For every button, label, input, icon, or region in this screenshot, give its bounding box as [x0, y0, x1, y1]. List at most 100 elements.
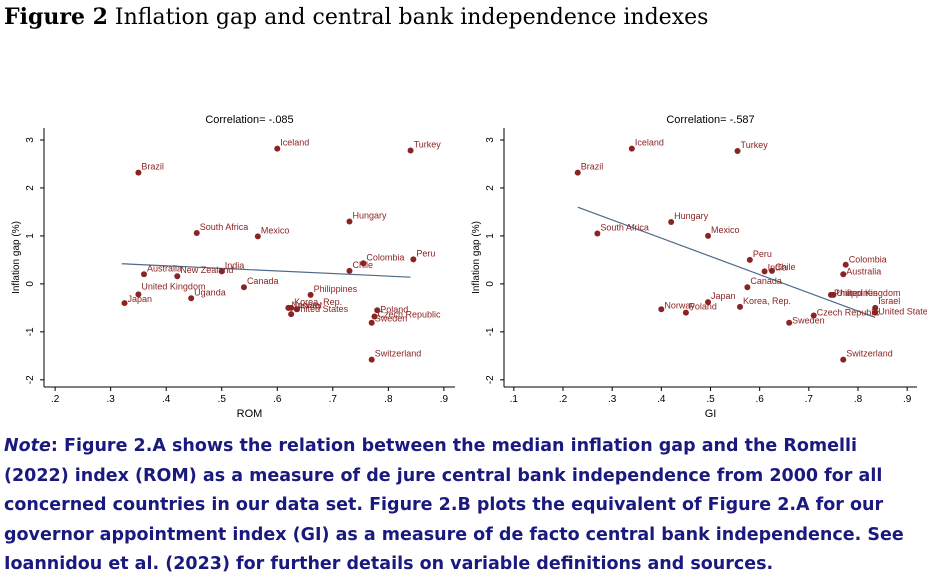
chart-2-point-united-states — [872, 309, 879, 316]
chart-2-point-label-united-states: United States — [878, 307, 927, 317]
chart-1-point-label-south-africa: South Africa — [200, 222, 249, 232]
chart-2-point-label-korea-rep: Korea, Rep. — [743, 296, 791, 306]
chart-1-point-united-states — [288, 311, 295, 318]
chart-2-point-label-canada: Canada — [750, 276, 782, 286]
chart-2-point-japan — [705, 299, 712, 306]
chart-1-point-label-india: India — [225, 260, 245, 270]
note-label: Note — [4, 436, 51, 456]
chart-1-point-philippines — [307, 291, 314, 298]
chart-1-title: Correlation= -.085 — [205, 114, 293, 126]
chart-1-x-tick-label: .3 — [106, 394, 115, 405]
chart-1-point-colombia — [360, 260, 367, 267]
chart-2-fit-line — [577, 206, 876, 319]
chart-1-x-tick-label: .4 — [162, 394, 171, 405]
note-text: : Figure 2.A shows the relation between … — [4, 436, 904, 574]
chart-2-point-label-philippines: Philippines — [834, 288, 878, 298]
chart-2-point-label-iceland: Iceland — [635, 138, 664, 148]
chart-2-x-tick-label: .9 — [903, 394, 912, 405]
chart-2-y-tick-label: -2 — [485, 375, 496, 384]
chart-2-point-label-united-kingdom: United Kingdom — [836, 288, 900, 298]
chart-2-point-label-turkey: Turkey — [741, 140, 769, 150]
chart-2-x-tick-label: .7 — [805, 394, 814, 405]
chart-2-x-tick-label: .1 — [510, 394, 519, 405]
chart-2-x-axis-label: GI — [705, 408, 717, 420]
figure-title: Figure 2 Inflation gap and central bank … — [4, 4, 708, 30]
chart-2-x-tick-label: .8 — [854, 394, 863, 405]
chart-2-x-tick-label: .2 — [559, 394, 568, 405]
scatter-chart-rom: Correlation= -.085 .2 .3 .4 .5 .6 .7 .8 .9 -2 -1 0 1… — [11, 114, 455, 420]
chart-1-y-tick-label: 1 — [25, 233, 36, 239]
chart-1-point-label-japan: Japan — [128, 294, 153, 304]
chart-1-y-tick-label: -1 — [25, 327, 36, 336]
chart-2-point-label-south-africa: South Africa — [600, 223, 649, 233]
chart-2-point-colombia — [842, 261, 849, 268]
chart-1-point-south-africa — [193, 230, 200, 237]
chart-2-point-south-africa — [594, 230, 601, 237]
chart-1-point-label-mexico: Mexico — [261, 225, 290, 235]
chart-2-point-sweden — [786, 319, 793, 326]
chart-1-point-united-kingdom — [135, 291, 142, 298]
figure-title-text: Inflation gap and central bank independe… — [114, 5, 709, 30]
chart-1-point-mexico — [254, 233, 261, 240]
chart-1-point-label-israel: Israel — [300, 300, 322, 310]
chart-2-point-philippines — [827, 291, 834, 298]
figure-note: Note: Figure 2.A shows the relation betw… — [4, 432, 924, 580]
chart-2-point-label-poland: Poland — [689, 302, 717, 312]
chart-1-y-tick-label: -2 — [25, 375, 36, 384]
chart-2-point-brazil — [574, 169, 581, 176]
chart-2-point-label-australia: Australia — [846, 266, 881, 276]
chart-2-point-poland — [682, 309, 689, 316]
chart-1-point-label-turkey: Turkey — [414, 140, 442, 150]
chart-1-x-tick-label: .7 — [329, 394, 338, 405]
chart-1-point-new-zealand — [174, 273, 181, 280]
chart-2-point-mexico — [705, 232, 712, 239]
chart-1-point-switzerland — [368, 356, 375, 363]
chart-1-point-label-switzerland: Switzerland — [375, 349, 422, 359]
chart-2-x-tick-label: .3 — [608, 394, 617, 405]
chart-2-y-tick-label: 1 — [485, 233, 496, 239]
chart-1-point-label-united-states: United States — [294, 304, 349, 314]
chart-2-point-label-peru: Peru — [753, 249, 772, 259]
chart-1-y-tick-label: 0 — [25, 281, 36, 287]
chart-2-x-tick-label: .6 — [755, 394, 764, 405]
chart-1-point-label-norway: Norway — [291, 300, 322, 310]
chart-1-point-japan — [121, 300, 128, 307]
chart-2-title: Correlation= -.587 — [666, 114, 754, 126]
chart-1-x-axis-label: ROM — [237, 408, 263, 420]
chart-1-point-sweden — [368, 319, 375, 326]
chart-2-point-korea-rep — [737, 303, 743, 310]
chart-1-point-label-iceland: Iceland — [280, 138, 309, 148]
chart-1-point-label-poland: Poland — [380, 304, 408, 314]
chart-1-point-label-canada: Canada — [247, 276, 279, 286]
chart-1-point-norway — [285, 304, 292, 311]
scatter-chart-gi: Correlation= -.587 .1 .2 .3 .4 .5 .6 .7 .8 .9 -2 -1… — [471, 114, 927, 420]
chart-1-y-axis-label: Inflation gap (%) — [11, 221, 22, 294]
chart-1-point-label-chile: Chile — [352, 260, 373, 270]
chart-1-x-tick-label: .5 — [218, 394, 227, 405]
chart-2-y-tick-label: 0 — [485, 281, 496, 287]
chart-2-point-norway — [658, 306, 665, 313]
chart-2-point-peru — [746, 256, 753, 263]
chart-2-point-iceland — [628, 145, 635, 152]
chart-2-point-label-chile: Chile — [775, 262, 796, 272]
chart-2-point-label-israel: Israel — [878, 296, 900, 306]
chart-1-point-label-brazil: Brazil — [141, 162, 164, 172]
chart-1-point-label-new-zealand: New Zealand — [180, 265, 233, 275]
chart-1-point-iceland — [274, 145, 281, 152]
chart-1-point-label-korea-rep: Korea, Rep. — [294, 297, 342, 307]
chart-2-y-axis-label: Inflation gap (%) — [471, 221, 482, 294]
chart-1-point-label-peru: Peru — [416, 248, 435, 258]
chart-2-point-hungary — [668, 219, 675, 226]
chart-2-point-label-mexico: Mexico — [711, 225, 740, 235]
chart-2-point-label-hungary: Hungary — [674, 211, 709, 221]
chart-1-x-tick-label: .6 — [273, 394, 282, 405]
chart-2-point-label-czech-republic: Czech Republic — [817, 308, 881, 318]
chart-2-point-australia — [840, 271, 847, 278]
chart-2-point-switzerland — [840, 356, 847, 363]
chart-2-point-label-india: India — [768, 262, 788, 272]
chart-2-point-canada — [744, 284, 751, 291]
chart-2-x-tick-label: .5 — [706, 394, 715, 405]
chart-1-point-israel — [293, 306, 300, 313]
chart-1-point-label-colombia: Colombia — [366, 252, 404, 262]
chart-1-y-tick-label: 2 — [25, 185, 36, 191]
